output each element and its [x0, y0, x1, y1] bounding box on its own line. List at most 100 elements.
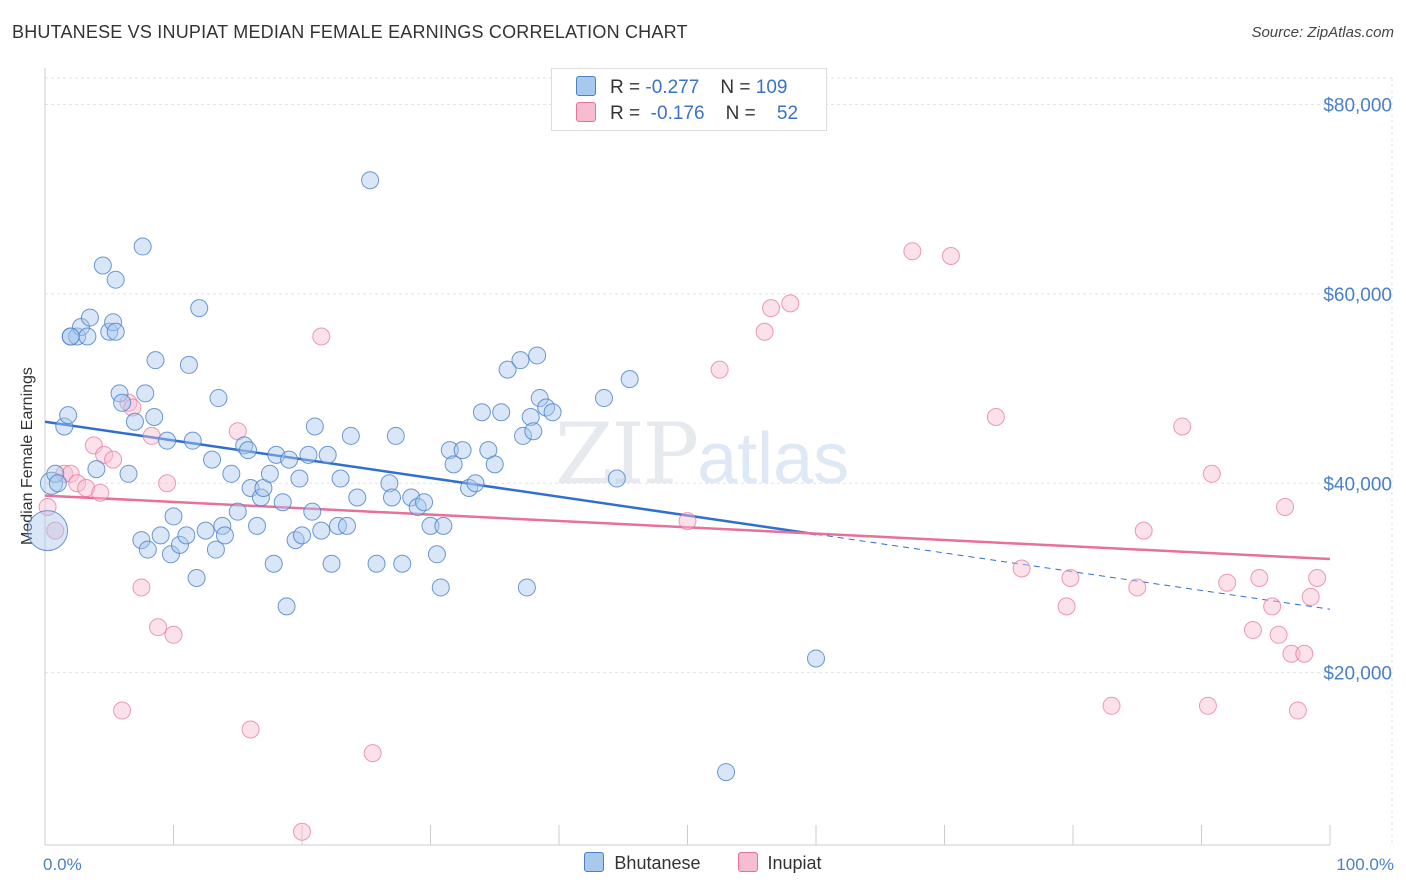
bhutanese-point — [348, 488, 367, 507]
inupiat-point — [1263, 597, 1282, 616]
bhutanese-point — [133, 237, 152, 256]
bhutanese-point — [87, 460, 106, 479]
inupiat-point — [1061, 568, 1080, 587]
watermark: ZIPatlas — [555, 405, 849, 503]
inupiat-point — [1128, 578, 1147, 597]
watermark-atlas: atlas — [697, 419, 850, 499]
bhutanese-point — [132, 531, 151, 550]
bhutanese-point — [472, 403, 491, 422]
bhutanese-point — [286, 531, 305, 550]
inupiat-point — [113, 701, 132, 720]
bhutanese-point — [331, 469, 350, 488]
inupiat-point — [123, 398, 142, 417]
bhutanese-point — [151, 526, 170, 545]
inupiat-point — [104, 450, 123, 469]
bhutanese-point — [322, 554, 341, 573]
bhutanese-point — [59, 406, 78, 425]
source-label[interactable]: Source: ZipAtlas.com — [1251, 24, 1394, 41]
inupiat-point — [1198, 696, 1217, 715]
legend-n-label: N = — [725, 103, 756, 124]
y-tick-label: $80,000 — [1323, 96, 1392, 117]
inupiat-point — [1102, 696, 1121, 715]
bhutanese-point — [361, 171, 380, 190]
inupiat-point — [46, 521, 65, 540]
bhutanese-point — [78, 327, 97, 346]
inupiat-legend-swatch — [737, 852, 758, 872]
bhutanese-point — [303, 502, 322, 521]
bhutanese-point — [280, 450, 299, 469]
bhutanese-point — [460, 479, 479, 498]
bhutanese-point — [514, 426, 533, 445]
inupiat-point — [678, 512, 697, 531]
bhutanese-point — [440, 441, 459, 460]
bhutanese-point — [93, 256, 112, 275]
bhutanese-point — [393, 554, 412, 573]
bhutanese-point — [434, 516, 453, 535]
bhutanese-point — [431, 578, 450, 597]
bhutanese-point — [170, 535, 189, 554]
inupiat-point — [1308, 568, 1327, 587]
bhutanese-point — [607, 469, 626, 488]
legend-n-label: N = — [720, 77, 751, 98]
correlation-legend: R = -0.277 N = 109 R = -0.176 N = 52 — [551, 68, 827, 131]
bhutanese-point — [273, 493, 292, 512]
inupiat-point — [1295, 644, 1314, 663]
bhutanese-point — [717, 763, 736, 782]
inupiat-point — [1288, 701, 1307, 720]
bhutanese-point — [367, 554, 386, 573]
bhutanese-point — [421, 516, 440, 535]
axes — [44, 68, 1331, 846]
inupiat-point — [1301, 587, 1320, 606]
bhutanese-point — [807, 649, 825, 668]
inupiat-point — [363, 744, 382, 763]
bhutanese-point — [511, 351, 530, 370]
bhutanese-point — [380, 474, 399, 493]
inupiat-swatch — [576, 102, 596, 122]
inupiat-point — [941, 247, 960, 266]
bhutanese-point — [498, 360, 517, 379]
bhutanese-point — [530, 389, 549, 408]
bhutanese-point — [277, 597, 296, 616]
bhutanese-point — [106, 322, 125, 341]
legend-label-inupiat: Inupiat — [767, 853, 822, 873]
bhutanese-point — [206, 540, 225, 559]
bhutanese-point — [177, 526, 196, 545]
inupiat-point — [68, 474, 87, 493]
legend-label-bhutanese: Bhutanese — [614, 853, 701, 873]
bhutanese-point — [106, 270, 125, 289]
bhutanese-point — [382, 488, 401, 507]
legend-item-inupiat[interactable]: Inupiat — [737, 852, 822, 874]
inupiat-point — [1269, 625, 1288, 644]
inupiat-point — [61, 464, 80, 483]
inupiat-points — [38, 242, 1327, 841]
inupiat-point — [755, 322, 774, 341]
inupiat-point — [1276, 497, 1295, 516]
inupiat-point — [91, 483, 110, 502]
inupiat-point — [164, 625, 183, 644]
bhutanese-point — [39, 471, 63, 495]
legend-r-value: -0.176 — [650, 103, 705, 124]
legend-n-value: 109 — [755, 77, 788, 98]
legend-n-value: 52 — [776, 103, 799, 124]
legend-r-value: -0.277 — [645, 77, 700, 98]
inupiat-point — [158, 474, 177, 493]
bhutanese-point — [337, 516, 356, 535]
bhutanese-point — [187, 568, 206, 587]
bhutanese-point — [61, 327, 80, 346]
bhutanese-point — [183, 431, 202, 450]
inupiat-point — [710, 360, 729, 379]
bhutanese-point — [386, 426, 405, 445]
x-tick-label: 0.0% — [43, 855, 82, 874]
inupiat-point — [903, 242, 922, 261]
bhutanese-point — [528, 346, 547, 365]
legend-r-label: R = — [610, 77, 641, 98]
inupiat-point — [762, 299, 781, 318]
bhutanese-point — [196, 521, 215, 540]
bhutanese-point — [466, 474, 485, 493]
bhutanese-point — [264, 554, 283, 573]
legend-item-bhutanese[interactable]: Bhutanese — [584, 852, 701, 874]
bhutanese-point — [312, 521, 331, 540]
bhutanese-point — [260, 464, 279, 483]
bhutanese-trend-extension — [815, 533, 1331, 610]
bhutanese-point — [158, 431, 177, 450]
